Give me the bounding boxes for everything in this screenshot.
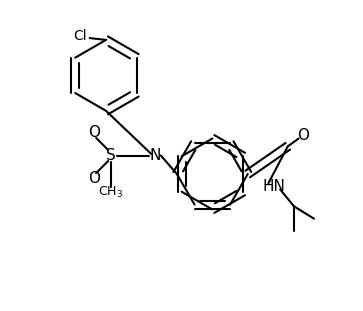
- Text: S: S: [106, 148, 115, 163]
- Text: HN: HN: [262, 179, 285, 194]
- Text: Cl: Cl: [74, 29, 87, 43]
- Text: O: O: [87, 171, 100, 186]
- Text: N: N: [150, 148, 161, 163]
- Text: CH$_3$: CH$_3$: [98, 185, 123, 200]
- Text: O: O: [87, 125, 100, 140]
- Text: O: O: [297, 128, 309, 143]
